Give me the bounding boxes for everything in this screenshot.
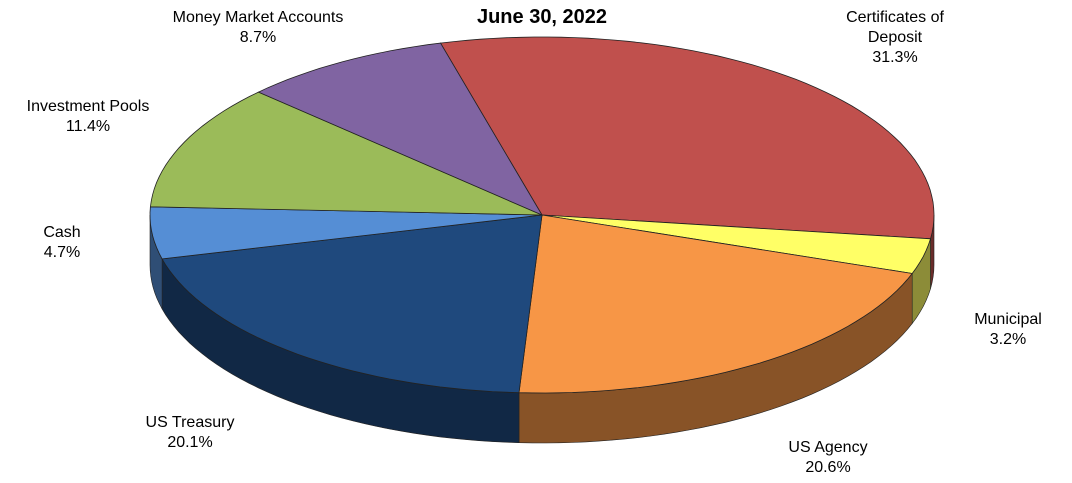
- slice-value: 4.7%: [43, 244, 81, 261]
- slice-name: Investment Pools: [26, 98, 150, 115]
- slice-value: 8.7%: [239, 29, 277, 46]
- slice-name: Municipal: [974, 311, 1042, 328]
- slice-value: 20.6%: [805, 459, 851, 476]
- slice-label: Municipal 3.2%: [948, 310, 1068, 350]
- slice-label: US Treasury 20.1%: [120, 413, 260, 453]
- pie-slice: [439, 36, 935, 240]
- slice-value: 3.2%: [989, 331, 1027, 348]
- slice-name: Cash: [43, 224, 81, 241]
- slice-name: US Treasury: [145, 414, 235, 431]
- pie-slice: [518, 214, 913, 394]
- slice-name: Certificates of Deposit: [846, 9, 944, 46]
- slice-label: Investment Pools 11.4%: [8, 97, 168, 137]
- slice-name: Money Market Accounts: [172, 9, 344, 26]
- slice-value: 20.1%: [167, 434, 213, 451]
- pie-slice: [541, 214, 932, 274]
- slice-value: 11.4%: [65, 118, 111, 135]
- slice-label: Cash 4.7%: [22, 223, 102, 263]
- pie-slice: [149, 206, 543, 260]
- slice-label: Money Market Accounts 8.7%: [138, 8, 378, 48]
- pie-slice: [149, 91, 543, 216]
- pie-slice: [161, 214, 543, 394]
- chart-title: June 30, 2022: [476, 6, 608, 28]
- slice-value: 31.3%: [872, 49, 918, 66]
- slice-name: US Agency: [788, 439, 868, 456]
- pie-slice: [257, 42, 543, 216]
- slice-label: US Agency 20.6%: [768, 438, 888, 478]
- slice-label: Certificates of Deposit 31.3%: [825, 8, 965, 68]
